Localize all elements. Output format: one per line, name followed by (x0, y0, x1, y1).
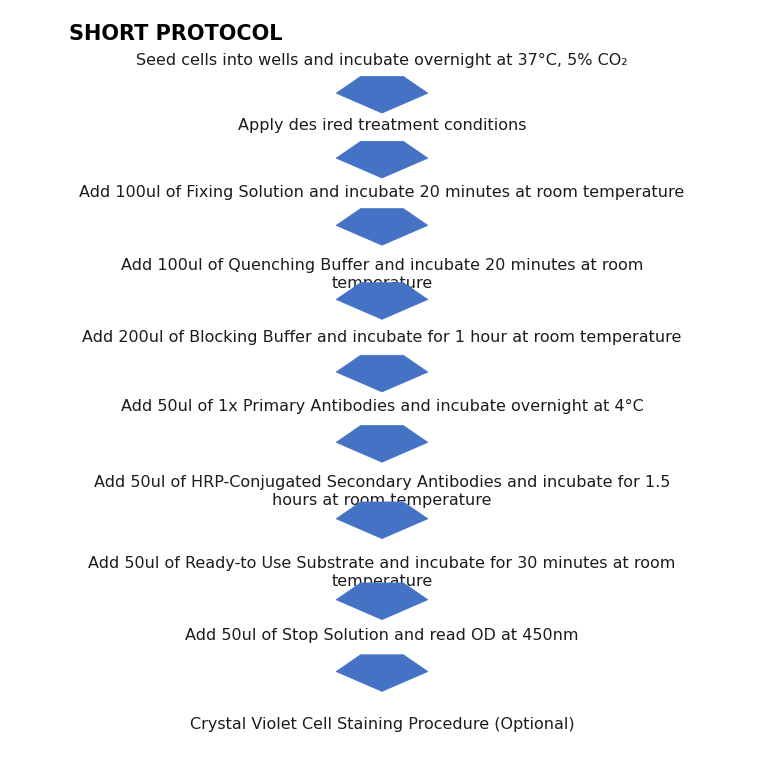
Text: Add 200ul of Blocking Buffer and incubate for 1 hour at room temperature: Add 200ul of Blocking Buffer and incubat… (83, 330, 681, 345)
Text: Add 50ul of Stop Solution and read OD at 450nm: Add 50ul of Stop Solution and read OD at… (185, 628, 579, 643)
Polygon shape (336, 209, 428, 245)
Polygon shape (336, 583, 428, 620)
Text: Add 100ul of Fixing Solution and incubate 20 minutes at room temperature: Add 100ul of Fixing Solution and incubat… (79, 185, 685, 200)
Polygon shape (336, 76, 428, 113)
Text: SHORT PROTOCOL: SHORT PROTOCOL (69, 24, 282, 44)
Polygon shape (336, 141, 428, 178)
Polygon shape (336, 283, 428, 319)
Text: Add 50ul of HRP-Conjugated Secondary Antibodies and incubate for 1.5
hours at ro: Add 50ul of HRP-Conjugated Secondary Ant… (94, 475, 670, 507)
Text: Seed cells into wells and incubate overnight at 37°C, 5% CO₂: Seed cells into wells and incubate overn… (136, 53, 628, 69)
Polygon shape (336, 502, 428, 539)
Text: Add 50ul of Ready-to Use Substrate and incubate for 30 minutes at room
temperatu: Add 50ul of Ready-to Use Substrate and i… (89, 556, 675, 588)
Polygon shape (336, 655, 428, 691)
Polygon shape (336, 426, 428, 462)
Text: Add 100ul of Quenching Buffer and incubate 20 minutes at room
temperature: Add 100ul of Quenching Buffer and incuba… (121, 258, 643, 290)
Text: Apply des ired treatment conditions: Apply des ired treatment conditions (238, 118, 526, 134)
Text: Add 50ul of 1x Primary Antibodies and incubate overnight at 4°C: Add 50ul of 1x Primary Antibodies and in… (121, 399, 643, 414)
Text: Crystal Violet Cell Staining Procedure (Optional): Crystal Violet Cell Staining Procedure (… (189, 717, 575, 732)
Polygon shape (336, 355, 428, 392)
